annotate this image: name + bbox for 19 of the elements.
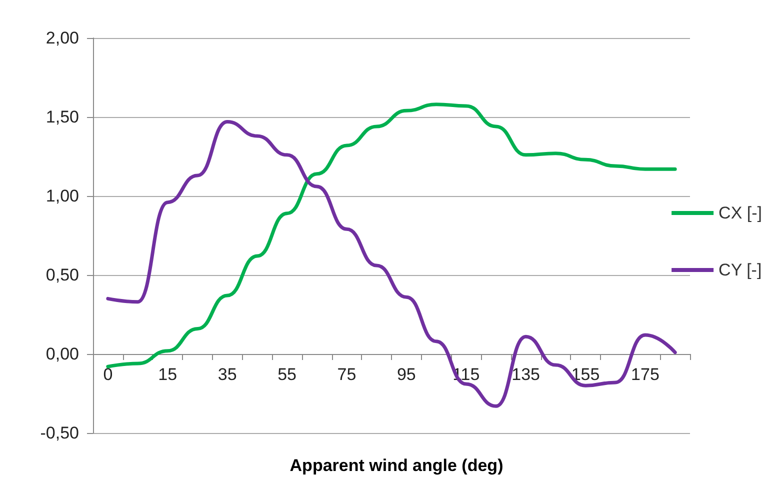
x-tick-label: 35 <box>218 365 237 384</box>
x-tick-label: 55 <box>278 365 296 384</box>
y-tick-label: 2,00 <box>46 28 79 48</box>
y-tick-label: 0,50 <box>46 266 79 284</box>
y-tick-label: -0,50 <box>40 424 79 442</box>
x-tick-label: 175 <box>631 365 660 384</box>
x-tick-label: 75 <box>337 365 356 384</box>
y-tick-label: 1,00 <box>46 186 79 206</box>
y-tick-label: 0,00 <box>46 344 79 364</box>
line-series <box>106 102 677 368</box>
x-tick-label: 15 <box>158 365 178 384</box>
legend-label: CY [-] <box>718 260 762 280</box>
x-tick-label: 135 <box>512 365 540 384</box>
y-tick-label: 1,50 <box>46 108 79 126</box>
x-tick-label: 155 <box>571 365 600 384</box>
x-tick-label: 0 <box>103 365 113 384</box>
x-tick-label: 95 <box>396 365 416 384</box>
x-axis-title: Apparent wind angle (deg) <box>290 456 504 475</box>
legend-label: CX [-] <box>718 204 762 222</box>
